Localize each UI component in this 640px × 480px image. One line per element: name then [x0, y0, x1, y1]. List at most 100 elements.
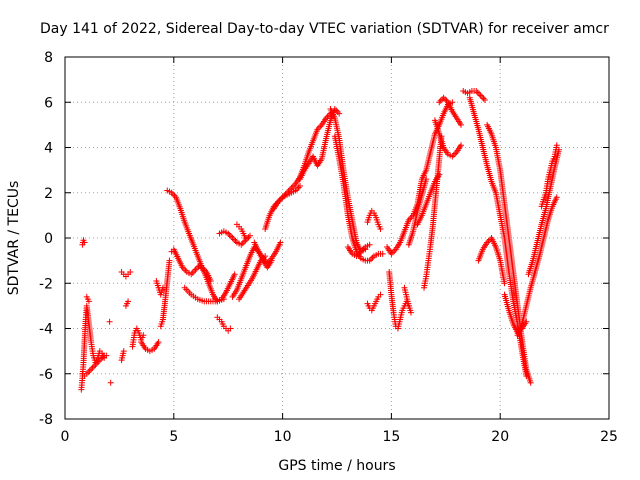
data-point-interp — [437, 97, 444, 104]
data-point — [477, 92, 484, 99]
data-point — [423, 176, 430, 183]
series-s39 — [460, 87, 488, 103]
data-point — [120, 348, 127, 355]
data-point — [440, 94, 447, 101]
data-point — [231, 271, 238, 278]
data-point-interp — [182, 267, 189, 274]
data-point-interp — [450, 152, 457, 159]
series-s44 — [514, 194, 560, 339]
x-axis-label: GPS time / hours — [278, 458, 395, 474]
x-tick-label: 10 — [274, 429, 292, 445]
y-tick-label: 4 — [44, 141, 53, 157]
y-tick-label: 6 — [44, 95, 53, 111]
data-point — [366, 241, 373, 248]
series-s42 — [475, 235, 508, 287]
y-tick-label: 8 — [44, 50, 53, 66]
data-point-interp — [228, 233, 235, 240]
series-s7 — [118, 268, 134, 280]
x-tick-label: 5 — [169, 429, 178, 445]
series-s14 — [164, 187, 214, 284]
series-s11 — [138, 339, 162, 355]
y-tick-label: -4 — [39, 322, 53, 338]
data-point-interp — [476, 90, 483, 97]
data-point — [88, 366, 95, 373]
data-point — [277, 239, 284, 246]
series-s20 — [233, 221, 249, 241]
data-point-interp — [479, 93, 486, 100]
series-s9 — [122, 298, 132, 309]
axes: 0 5 10 15 20 25 -8 -6 -4 -2 0 2 4 6 8 — [39, 50, 618, 445]
y-tick-label: -6 — [39, 367, 53, 383]
series-s12 — [153, 277, 166, 298]
data-point — [377, 291, 384, 298]
series-s3 — [79, 352, 108, 380]
data-point — [336, 110, 343, 117]
series-s10 — [129, 325, 147, 350]
data-point — [220, 296, 227, 303]
data-point — [297, 182, 304, 189]
series-s17 — [214, 314, 234, 334]
x-tick-label: 0 — [61, 429, 70, 445]
data-point-interp — [278, 195, 285, 202]
data-point — [159, 284, 166, 291]
data-point — [377, 225, 384, 232]
series-s2 — [78, 302, 110, 393]
x-tick-label: 15 — [382, 429, 400, 445]
data-point — [407, 309, 414, 316]
series-s13 — [157, 257, 173, 330]
series-s36 — [421, 133, 445, 291]
data-point-interp — [89, 364, 96, 371]
data-point — [227, 325, 234, 332]
series-s40 — [466, 94, 530, 380]
data-point — [192, 266, 199, 273]
data-point — [166, 257, 173, 264]
data-points — [78, 87, 562, 393]
data-point — [85, 298, 92, 305]
data-point — [107, 379, 114, 386]
series-s15 — [168, 246, 238, 305]
y-tick-label: -2 — [39, 276, 53, 292]
series-s6 — [106, 318, 113, 325]
series-s22 — [251, 239, 284, 266]
data-point — [246, 232, 253, 239]
data-point — [553, 142, 560, 149]
series-s29 — [364, 207, 384, 232]
data-point-interp — [170, 191, 177, 198]
series-s16 — [181, 284, 227, 305]
data-point-interp — [245, 234, 252, 241]
plot-frame — [64, 56, 610, 420]
series-s30 — [364, 291, 384, 314]
data-point-interp — [369, 254, 376, 261]
data-point — [379, 250, 386, 257]
data-point-interp — [226, 231, 233, 238]
data-point — [242, 235, 249, 241]
series-s31 — [384, 99, 456, 257]
y-tick-label: -8 — [39, 412, 53, 428]
data-point-interp — [232, 238, 239, 245]
data-point — [553, 194, 560, 201]
data-point-interp — [85, 369, 92, 376]
y-tick-label: 2 — [44, 186, 53, 202]
series-s28 — [344, 241, 373, 260]
data-point — [81, 239, 88, 246]
series-s34 — [405, 176, 430, 248]
series-s38 — [436, 94, 465, 128]
data-point-interp — [480, 95, 487, 102]
data-point — [229, 235, 236, 241]
data-point-interp — [442, 96, 449, 103]
series-s46 — [538, 142, 560, 210]
data-point — [527, 379, 534, 386]
chart-title: Day 141 of 2022, Sidereal Day-to-day VTE… — [40, 21, 609, 37]
series-s37 — [431, 117, 465, 160]
data-point-interp — [91, 363, 98, 370]
data-point-interp — [86, 367, 93, 374]
data-point — [501, 280, 508, 287]
data-point — [458, 121, 465, 128]
series-s1 — [79, 237, 88, 248]
data-point — [106, 318, 113, 325]
data-point-interp — [474, 89, 481, 96]
data-point — [101, 352, 108, 359]
series-s41 — [484, 121, 534, 386]
series-s24 — [270, 182, 304, 212]
